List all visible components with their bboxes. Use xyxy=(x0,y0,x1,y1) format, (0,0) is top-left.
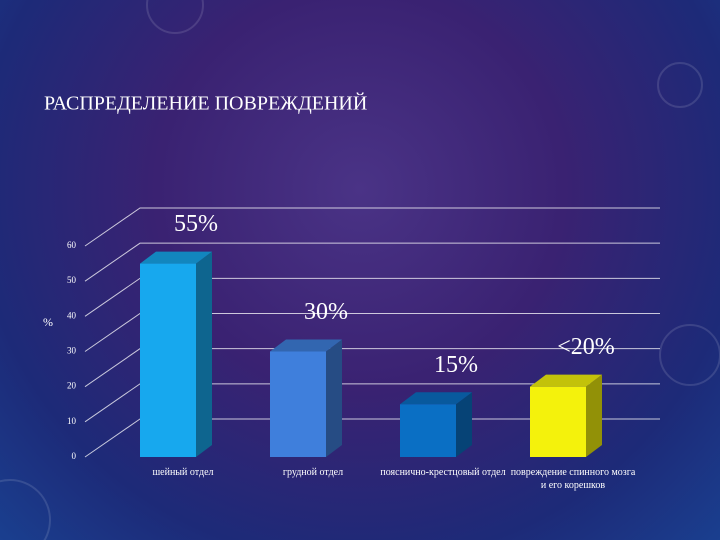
bar-side xyxy=(456,392,472,457)
x-tick-label: повреждение спинного мозга и его корешко… xyxy=(510,467,636,491)
bar-side xyxy=(326,339,342,457)
y-tick-label: 40 xyxy=(67,310,77,320)
value-label: <20% xyxy=(557,334,615,360)
bar-top xyxy=(140,251,212,264)
bar-top xyxy=(400,392,472,405)
value-label: 55% xyxy=(174,211,218,237)
value-label: 15% xyxy=(434,352,478,378)
x-tick-label: шейный отдел xyxy=(152,467,214,478)
y-axis-label: % xyxy=(43,315,53,329)
grid-line xyxy=(84,242,660,282)
x-tick-label: пояснично-крестцовый отдел xyxy=(380,467,506,478)
grid-line xyxy=(84,207,660,247)
y-tick-label: 60 xyxy=(67,240,77,250)
bar xyxy=(530,386,586,457)
y-tick-label: 10 xyxy=(67,416,77,426)
bar xyxy=(140,263,196,457)
y-tick-label: 0 xyxy=(72,451,77,461)
bar xyxy=(270,351,326,457)
chart-title: РАСПРЕДЕЛЕНИЕ ПОВРЕЖДЕНИЙ xyxy=(44,92,367,115)
bar-top xyxy=(270,339,342,352)
bar-top xyxy=(530,374,602,387)
y-tick-label: 50 xyxy=(67,275,77,285)
y-tick-label: 30 xyxy=(67,346,77,356)
y-tick-label: 20 xyxy=(67,381,77,391)
bar-side xyxy=(196,251,212,457)
bar-side xyxy=(586,374,602,457)
value-label: 30% xyxy=(304,299,348,325)
bar xyxy=(400,404,456,457)
x-tick-label: грудной отдел xyxy=(282,467,344,478)
